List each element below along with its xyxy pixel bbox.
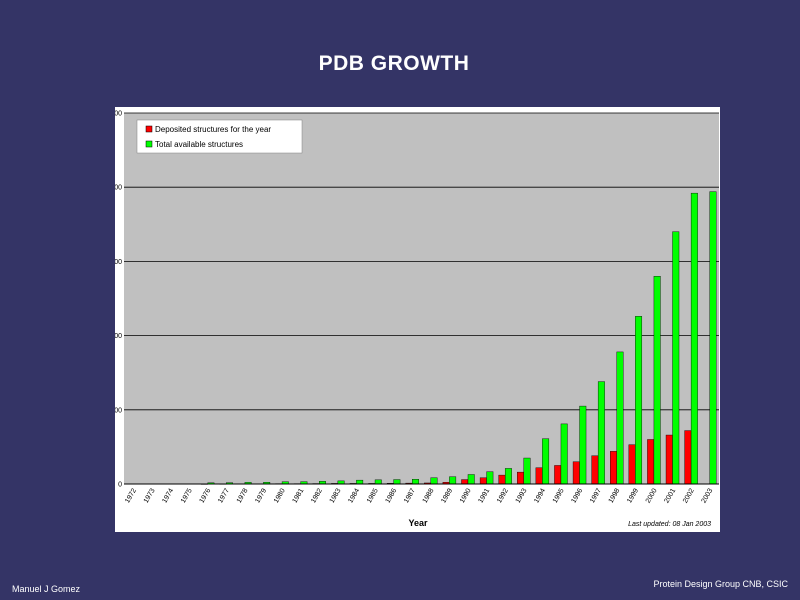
bar-deposited [498,474,506,485]
bar-deposited [647,439,655,485]
bar-total [449,476,457,485]
x-tick-label: 2001 [663,487,677,504]
x-tick-label: 1973 [143,487,157,504]
bar-total [709,191,717,485]
x-tick-label: 1972 [124,487,138,504]
bar-total [430,477,438,485]
bar-total [635,316,643,485]
bar-total [374,479,382,485]
chart-panel: 0 5000 10000 15000 20000 25000 1972 1973 1974 19… [115,107,720,532]
x-tick-label: 1992 [496,487,510,504]
x-tick-label: 1996 [570,487,584,504]
x-tick-label: 1993 [515,487,529,504]
slide-title: PDB GROWTH [318,52,470,75]
x-tick-label: 1981 [292,487,306,504]
x-tick-label: 2002 [682,487,696,504]
x-tick-label: 1994 [533,487,547,504]
author-credit: Manuel J Gomez [12,584,81,594]
y-tick-label: 25000 [115,111,122,118]
y-tick-label: 20000 [115,185,122,192]
x-tick-label: 1976 [199,487,213,504]
bar-total [672,231,680,485]
bar-deposited [591,455,599,485]
bar-chart: 0 5000 10000 15000 20000 25000 1972 1973 1974 19… [115,111,719,528]
legend-label-total: Total available structures [155,140,243,149]
x-tick-label: 1990 [459,487,473,504]
plot-area [124,113,719,484]
y-tick-label: 5000 [115,407,122,414]
x-axis-title: Year [408,518,428,528]
x-tick-label: 1982 [310,487,324,504]
bar-deposited [479,477,487,485]
bar-total [523,457,531,485]
bar-total [542,438,550,485]
bar-deposited [684,430,692,485]
bar-total [486,471,494,485]
bar-total [579,405,587,485]
bar-deposited [610,451,617,485]
x-tick-label: 1997 [589,487,603,504]
bar-total [560,423,568,485]
bar-total [467,474,475,485]
x-tick-label: 1977 [217,487,231,504]
x-tick-label: 2000 [645,487,659,504]
legend-box [136,119,303,154]
legend-label-deposited: Deposited structures for the year [155,125,271,134]
bar-total [616,351,624,485]
x-tick-label: 1978 [236,487,250,504]
affiliation-credit: Protein Design Group CNB, CSIC [653,579,788,589]
x-tick-label: 1986 [384,487,398,504]
y-tick-label: 0 [118,482,122,489]
bar-total [356,479,364,485]
legend: Deposited structures for the year Total … [136,119,303,154]
bar-deposited [461,479,469,485]
bar-total [393,479,401,485]
x-tick-label: 1980 [273,487,287,504]
x-tick-label: 1988 [422,487,436,504]
bar-deposited [665,434,673,485]
x-tick-label: 1989 [440,487,454,504]
y-tick-label: 15000 [115,259,122,266]
x-tick-label: 1985 [366,487,380,504]
x-tick-label: 1987 [403,487,417,504]
y-tick-label: 10000 [115,333,122,340]
bar-deposited [517,471,524,485]
bar-deposited [628,444,636,485]
bar-deposited [535,467,543,485]
bar-total [412,479,419,485]
legend-swatch-total [145,140,153,148]
x-tick-label: 1991 [477,487,491,504]
x-tick-label: 1998 [608,487,622,504]
x-tick-label: 1983 [329,487,343,504]
bar-total [690,192,698,485]
bar-deposited [554,465,562,485]
x-tick-label: 1979 [254,487,268,504]
x-tick-label: 1999 [626,487,640,504]
last-updated-note: Last updated: 08 Jan 2003 [628,521,711,528]
x-tick-label: 1984 [347,487,361,504]
bar-deposited [572,461,580,485]
x-tick-label: 1995 [552,487,566,504]
legend-swatch-deposited [145,125,153,133]
bar-total [504,468,512,485]
x-tick-label: 1975 [180,487,194,504]
x-tick-label: 2003 [701,487,715,504]
bar-total [653,276,661,485]
bar-total [597,381,605,485]
x-tick-label: 1974 [161,487,175,504]
